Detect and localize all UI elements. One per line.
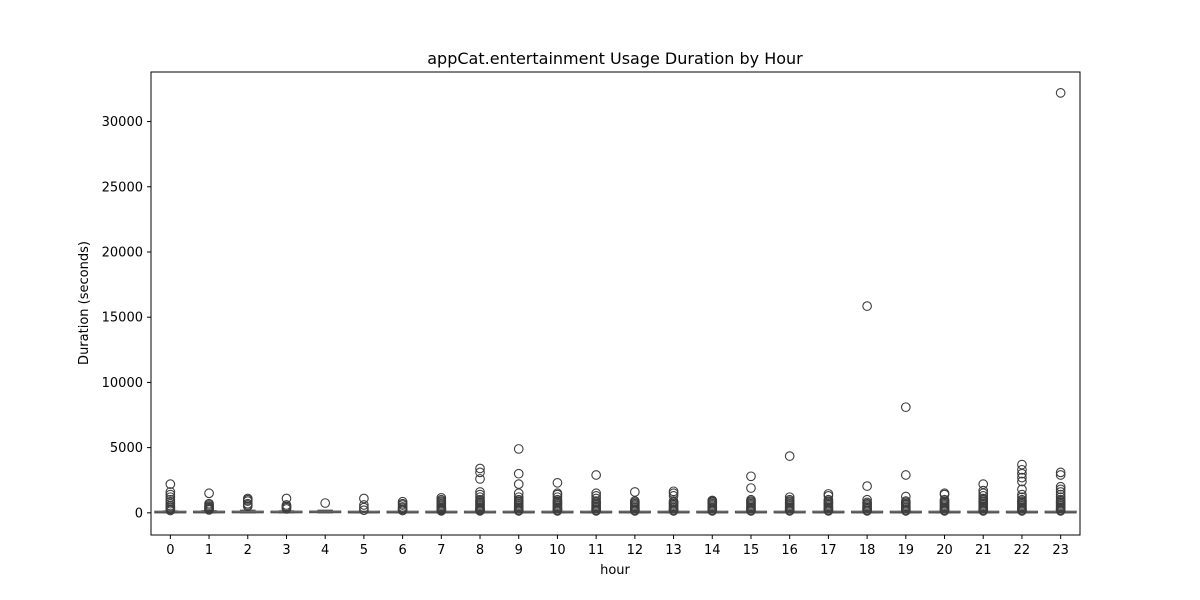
y-tick-label: 30000 (102, 115, 143, 130)
y-tick-label: 10000 (102, 376, 143, 391)
outlier-point (1017, 476, 1027, 487)
x-tick-label: 19 (898, 543, 915, 558)
outlier-point (242, 501, 253, 512)
outlier-point (668, 506, 679, 516)
outlier-point (746, 471, 756, 482)
outlier-point (165, 479, 176, 489)
outlier-point (513, 506, 524, 516)
x-axis-label: hour (600, 563, 630, 578)
outlier-point (1017, 468, 1027, 479)
outlier-point (746, 483, 756, 493)
x-tick-label: 21 (975, 543, 992, 558)
outlier-point (436, 506, 447, 516)
x-tick-label: 20 (936, 543, 953, 558)
x-tick-label: 4 (321, 543, 329, 558)
outlier-point (939, 506, 950, 516)
outlier-point (475, 506, 485, 516)
outlier-point (746, 506, 756, 516)
outlier-point (1055, 88, 1066, 98)
outlier-point (862, 301, 872, 311)
x-tick-label: 6 (398, 543, 406, 558)
outlier-point (591, 506, 601, 516)
outlier-point (165, 487, 176, 497)
outlier-point (204, 505, 214, 515)
outlier-point (1055, 481, 1066, 492)
y-tick-label: 25000 (102, 180, 143, 195)
x-tick-label: 12 (627, 543, 644, 558)
y-tick-label: 0 (135, 506, 143, 521)
outlier-point (862, 506, 872, 516)
outlier-point (242, 496, 253, 506)
outlier-point (1017, 484, 1027, 495)
x-tick-label: 22 (1014, 543, 1031, 558)
y-tick-label: 20000 (102, 245, 143, 260)
outlier-point (359, 505, 369, 516)
outlier-point (475, 474, 485, 484)
x-tick-label: 17 (820, 543, 837, 558)
y-axis-label: Duration (seconds) (77, 241, 92, 365)
x-tick-label: 15 (743, 543, 760, 558)
x-tick-label: 5 (360, 543, 368, 558)
outlier-point (900, 402, 911, 413)
outlier-point (1055, 506, 1066, 516)
outlier-point (513, 468, 524, 479)
outlier-point (630, 506, 640, 516)
outlier-point (707, 506, 718, 516)
y-tick-label: 5000 (110, 441, 143, 456)
y-tick-label: 15000 (102, 311, 143, 326)
x-tick-label: 2 (244, 543, 252, 558)
x-tick-label: 8 (476, 543, 484, 558)
outlier-point (397, 505, 408, 516)
x-tick-label: 23 (1052, 543, 1069, 558)
outlier-point (552, 477, 563, 488)
outlier-point (1055, 484, 1066, 495)
outlier-point (1017, 464, 1027, 475)
outlier-point (1017, 472, 1027, 483)
outlier-point (475, 463, 485, 474)
outlier-point (1055, 467, 1066, 478)
outlier-point (784, 506, 795, 516)
x-tick-label: 3 (282, 543, 290, 558)
plot-frame (150, 71, 1081, 536)
outlier-point (359, 502, 369, 513)
outlier-point (320, 498, 331, 508)
outlier-point (552, 506, 563, 516)
x-tick-label: 10 (549, 543, 566, 558)
outlier-point (1055, 470, 1066, 480)
x-tick-label: 18 (859, 543, 876, 558)
chart-title: appCat.entertainment Usage Duration by H… (427, 49, 803, 68)
outlier-point (1017, 506, 1027, 516)
outlier-point (823, 506, 834, 516)
x-tick-label: 14 (704, 543, 721, 558)
x-tick-label: 16 (781, 543, 798, 558)
x-tick-label: 1 (205, 543, 213, 558)
outlier-point (281, 504, 292, 514)
x-tick-label: 11 (588, 543, 605, 558)
outlier-point (591, 470, 601, 480)
outlier-point (978, 506, 989, 516)
outlier-point (359, 500, 369, 510)
outlier-point (165, 505, 176, 516)
x-tick-label: 0 (166, 543, 174, 558)
outlier-point (900, 506, 911, 516)
x-tick-label: 13 (665, 543, 682, 558)
outlier-point (862, 481, 872, 491)
x-tick-label: 7 (437, 543, 445, 558)
x-tick-label: 9 (515, 543, 523, 558)
outlier-point (900, 470, 911, 480)
outlier-point (513, 444, 524, 454)
outlier-point (475, 467, 485, 478)
outlier-point (784, 451, 795, 461)
outlier-point (204, 488, 214, 499)
